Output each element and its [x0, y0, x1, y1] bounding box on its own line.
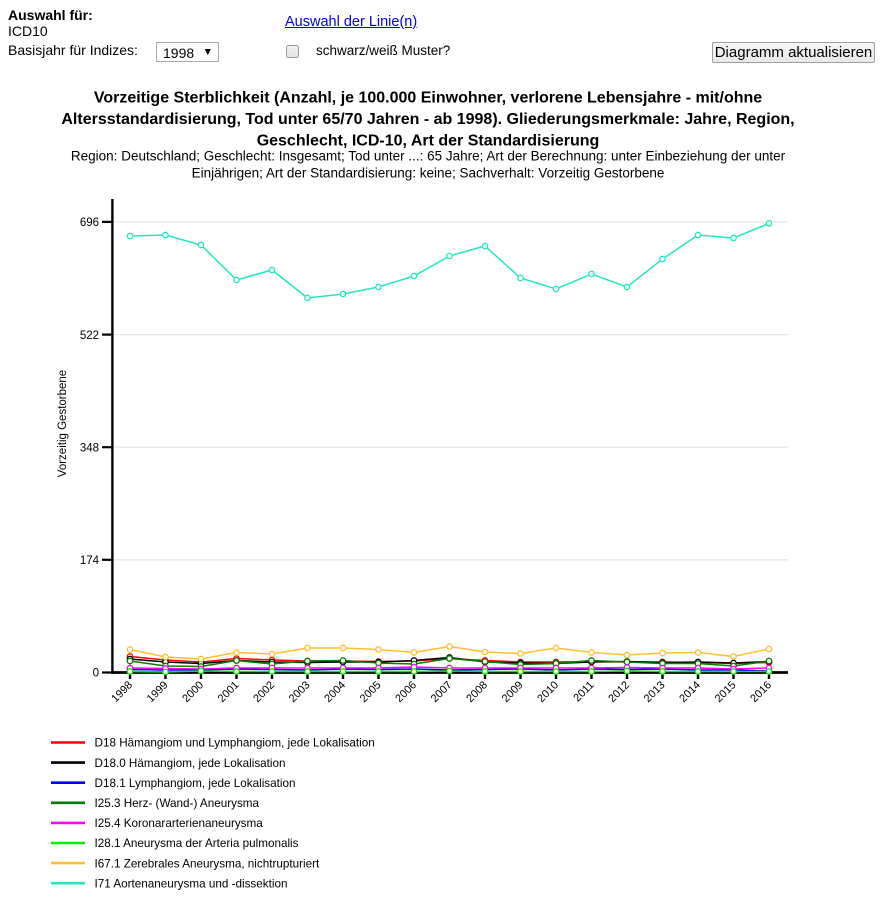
svg-text:I25.3 Herz- (Wand-) Aneurysma: I25.3 Herz- (Wand-) Aneurysma [95, 797, 260, 810]
svg-text:Einjährigen; Art der Standardi: Einjährigen; Art der Standardisierung: k… [192, 165, 665, 180]
svg-text:2015: 2015 [713, 679, 739, 705]
svg-text:2006: 2006 [393, 679, 419, 705]
svg-text:2014: 2014 [677, 679, 703, 705]
svg-text:1998: 1998 [109, 679, 135, 705]
svg-text:2013: 2013 [642, 679, 668, 705]
svg-text:348: 348 [80, 442, 99, 454]
svg-text:Altersstandardisierung, Tod un: Altersstandardisierung, Tod unter 65/70 … [61, 111, 794, 128]
svg-text:2001: 2001 [216, 679, 242, 705]
svg-text:2007: 2007 [429, 679, 455, 705]
svg-text:2004: 2004 [322, 679, 348, 705]
svg-text:522: 522 [80, 330, 99, 342]
svg-text:I71 Aortenaneurysma und -disse: I71 Aortenaneurysma und -dissektion [95, 877, 288, 890]
svg-text:2009: 2009 [500, 679, 526, 705]
svg-text:174: 174 [80, 555, 100, 567]
svg-text:0: 0 [93, 668, 99, 680]
svg-text:Vorzeitig Gestorbene: Vorzeitig Gestorbene [57, 370, 69, 477]
svg-text:D18 Hämangiom und Lymphangiom,: D18 Hämangiom und Lymphangiom, jede Loka… [95, 737, 375, 750]
svg-text:I25.4 Koronararterienaneurysma: I25.4 Koronararterienaneurysma [95, 817, 264, 830]
svg-text:2008: 2008 [464, 679, 490, 705]
svg-text:2012: 2012 [606, 679, 632, 705]
svg-text:Geschlecht, ICD-10, Art der St: Geschlecht, ICD-10, Art der Standardisie… [257, 132, 600, 149]
svg-text:2011: 2011 [571, 679, 596, 704]
svg-text:2003: 2003 [287, 679, 313, 705]
svg-text:I67.1 Zerebrales Aneurysma, ni: I67.1 Zerebrales Aneurysma, nichtrupturi… [95, 857, 321, 870]
svg-text:Vorzeitige Sterblichkeit (Anza: Vorzeitige Sterblichkeit (Anzahl, je 100… [94, 90, 762, 107]
svg-text:2005: 2005 [358, 679, 384, 705]
svg-text:696: 696 [80, 217, 99, 229]
svg-text:2002: 2002 [251, 679, 277, 705]
svg-text:2016: 2016 [748, 679, 774, 705]
svg-text:I28.1 Aneurysma der Arteria pu: I28.1 Aneurysma der Arteria pulmonalis [95, 837, 299, 850]
svg-text:2000: 2000 [180, 679, 206, 705]
svg-text:D18.1 Lymphangiom, jede Lokali: D18.1 Lymphangiom, jede Lokalisation [95, 777, 296, 790]
svg-text:D18.0 Hämangiom, jede Lokalisa: D18.0 Hämangiom, jede Lokalisation [95, 757, 286, 770]
svg-text:1999: 1999 [145, 679, 171, 705]
svg-text:2010: 2010 [535, 679, 561, 705]
svg-text:Region: Deutschland; Geschlech: Region: Deutschland; Geschlecht: Insgesa… [71, 148, 786, 163]
